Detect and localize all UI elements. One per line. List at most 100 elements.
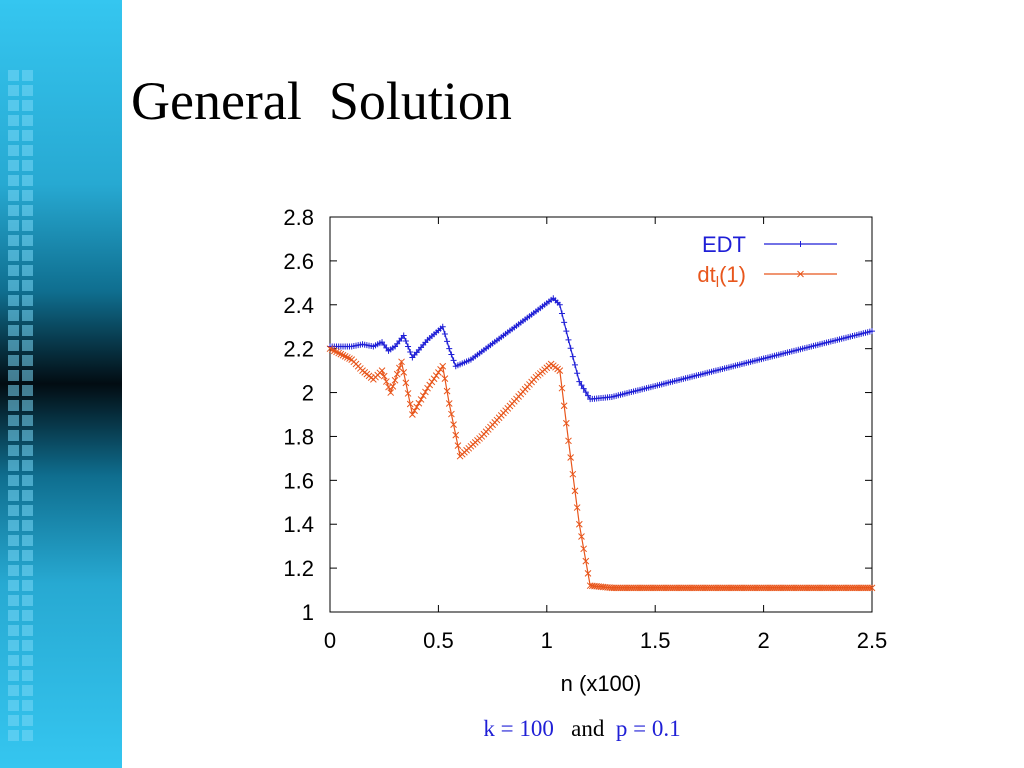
data-point xyxy=(454,442,462,450)
data-point xyxy=(574,370,581,377)
sidebar-square xyxy=(22,460,33,471)
data-point xyxy=(407,348,414,355)
data-point xyxy=(402,337,409,344)
sidebar-square xyxy=(22,655,33,666)
sidebar-square xyxy=(22,100,33,111)
sidebar-square xyxy=(22,295,33,306)
series-markers-edt xyxy=(327,295,875,403)
sidebar-square xyxy=(8,265,19,276)
x-tick-label: 0.5 xyxy=(423,628,454,653)
data-point xyxy=(444,338,451,345)
data-point xyxy=(578,533,585,540)
sidebar-square xyxy=(8,640,19,651)
sidebar-square xyxy=(22,265,33,276)
page-title: General Solution xyxy=(131,71,512,131)
sidebar-square xyxy=(22,445,33,456)
sidebar-square xyxy=(22,145,33,156)
legend-label-edt: EDT xyxy=(702,232,746,257)
data-point xyxy=(567,454,575,461)
sidebar-square xyxy=(22,205,33,216)
y-tick-label: 1.2 xyxy=(283,556,314,581)
data-point xyxy=(330,347,338,355)
data-point xyxy=(580,385,587,392)
data-point xyxy=(402,379,410,387)
sidebar-square xyxy=(8,325,19,336)
x-tick-label: 0 xyxy=(324,628,336,653)
legend-marker xyxy=(797,270,804,278)
data-point xyxy=(422,388,429,396)
sidebar-square xyxy=(22,700,33,711)
sidebar-squares xyxy=(8,0,33,768)
data-point xyxy=(868,584,876,592)
sidebar-square xyxy=(22,235,33,246)
series-markers-dt xyxy=(326,345,876,592)
sidebar-square xyxy=(8,160,19,171)
series-line-edt xyxy=(330,297,873,400)
y-tick-label: 1.8 xyxy=(283,424,314,449)
data-point xyxy=(582,389,589,396)
legend-marker xyxy=(797,241,804,247)
sidebar-square xyxy=(8,205,19,216)
data-point xyxy=(558,310,565,317)
sidebar-square xyxy=(8,490,19,501)
y-tick-label: 2 xyxy=(302,381,314,406)
data-point xyxy=(400,332,407,339)
sidebar-square xyxy=(22,490,33,501)
data-point xyxy=(339,351,347,359)
sidebar-square xyxy=(8,85,19,96)
data-point xyxy=(328,346,336,354)
data-point xyxy=(387,389,395,396)
sidebar-square xyxy=(22,505,33,516)
data-point xyxy=(404,390,412,397)
sidebar-square xyxy=(22,70,33,81)
y-tick-label: 2.2 xyxy=(283,337,314,362)
sidebar-square xyxy=(8,520,19,531)
data-point xyxy=(337,350,345,358)
data-point xyxy=(450,357,457,364)
sidebar-square xyxy=(8,190,19,201)
sidebar-square xyxy=(22,685,33,696)
sidebar-square xyxy=(8,460,19,471)
sidebar-square xyxy=(8,685,19,696)
sidebar-square xyxy=(8,355,19,366)
sidebar-square xyxy=(22,325,33,336)
sidebar-square xyxy=(8,505,19,516)
data-point xyxy=(448,351,455,358)
x-axis-label: n (x100) xyxy=(561,671,642,696)
data-point xyxy=(383,378,390,385)
y-tick-label: 2.8 xyxy=(283,205,314,230)
sidebar-square xyxy=(8,385,19,396)
sidebar-square xyxy=(8,475,19,486)
sidebar-square xyxy=(8,130,19,141)
y-tick-label: 1.6 xyxy=(283,468,314,493)
data-point xyxy=(417,396,425,403)
caption-k: k = 100 xyxy=(483,716,554,741)
data-point xyxy=(567,345,574,352)
sidebar-square xyxy=(8,655,19,666)
series-line-dt xyxy=(329,348,872,589)
data-point xyxy=(389,383,397,390)
sidebar-gradient xyxy=(0,0,122,768)
sidebar-square xyxy=(22,610,33,621)
data-point xyxy=(439,362,447,370)
data-point xyxy=(413,403,421,411)
sidebar-square xyxy=(22,715,33,726)
sidebar-square xyxy=(22,370,33,381)
data-point xyxy=(398,358,405,366)
data-point xyxy=(565,437,572,445)
sidebar-square xyxy=(22,625,33,636)
data-point xyxy=(560,402,568,410)
data-point xyxy=(556,301,563,308)
sidebar-square xyxy=(22,220,33,231)
y-tick-label: 1.4 xyxy=(283,512,314,537)
caption-and: and xyxy=(571,716,605,741)
data-point xyxy=(441,375,449,383)
sidebar-square xyxy=(8,670,19,681)
data-point xyxy=(400,369,408,376)
data-point xyxy=(556,367,564,374)
sidebar-square xyxy=(22,355,33,366)
data-point xyxy=(569,353,576,360)
data-point xyxy=(405,343,412,350)
data-point xyxy=(445,400,453,407)
sidebar-square xyxy=(8,730,19,741)
